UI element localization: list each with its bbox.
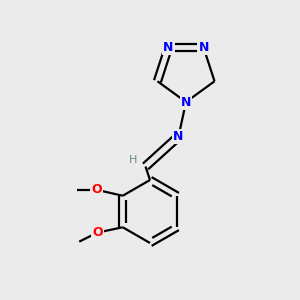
Text: H: H — [129, 155, 137, 165]
Text: O: O — [92, 226, 103, 239]
Text: O: O — [91, 183, 102, 196]
Text: N: N — [163, 41, 174, 54]
Text: N: N — [181, 95, 191, 109]
Text: N: N — [198, 41, 209, 54]
Text: N: N — [173, 130, 184, 143]
